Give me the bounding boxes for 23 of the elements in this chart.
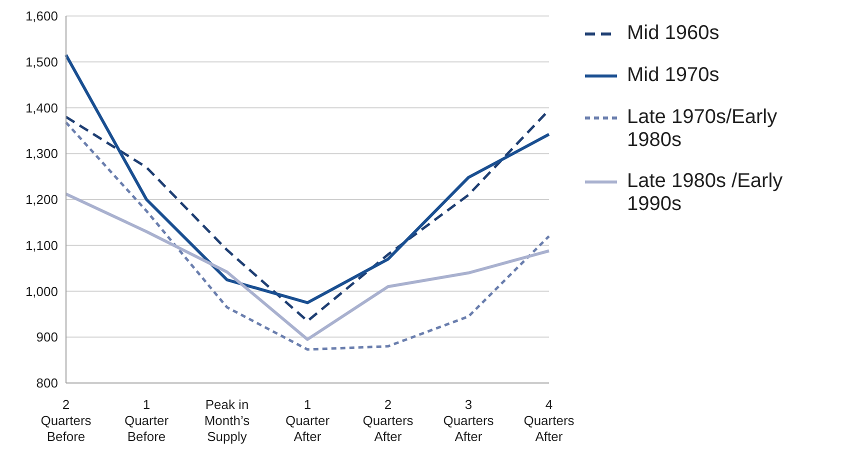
y-tick-label: 1,000 [25, 284, 58, 299]
legend-label: Late 1970s/Early 1980s [627, 106, 778, 152]
line-series [64, 121, 550, 351]
line-series [64, 53, 550, 304]
legend-label: Mid 1970s [627, 64, 720, 87]
legend-label: Mid 1960s [627, 22, 720, 45]
y-tick-label: 1,200 [25, 192, 58, 208]
y-tick-label: 800 [36, 376, 58, 391]
y-tick-label: 900 [36, 330, 58, 345]
legend-label: Late 1980s /Early 1990s [627, 170, 784, 216]
x-tick-label: 4 Quarters After [524, 397, 575, 444]
y-tick-label: 1,600 [25, 8, 58, 24]
y-tick-label: 1,100 [25, 238, 58, 253]
x-tick-label: 2 Quarters Before [40, 397, 92, 444]
x-tick-label: Peak in Month’s Supply [204, 397, 250, 444]
y-tick-label: 1,500 [25, 54, 58, 70]
x-tick-label: 1 Quarter After [285, 397, 330, 444]
y-tick-label: 1,300 [25, 146, 58, 162]
y-tick-label: 1,400 [25, 100, 58, 116]
x-tick-label: 3 Quarters After [443, 397, 494, 444]
x-tick-label: 1 Quarter Before [124, 397, 170, 444]
line-series [64, 192, 550, 341]
x-tick-label: 2 Quarters After [362, 397, 414, 444]
